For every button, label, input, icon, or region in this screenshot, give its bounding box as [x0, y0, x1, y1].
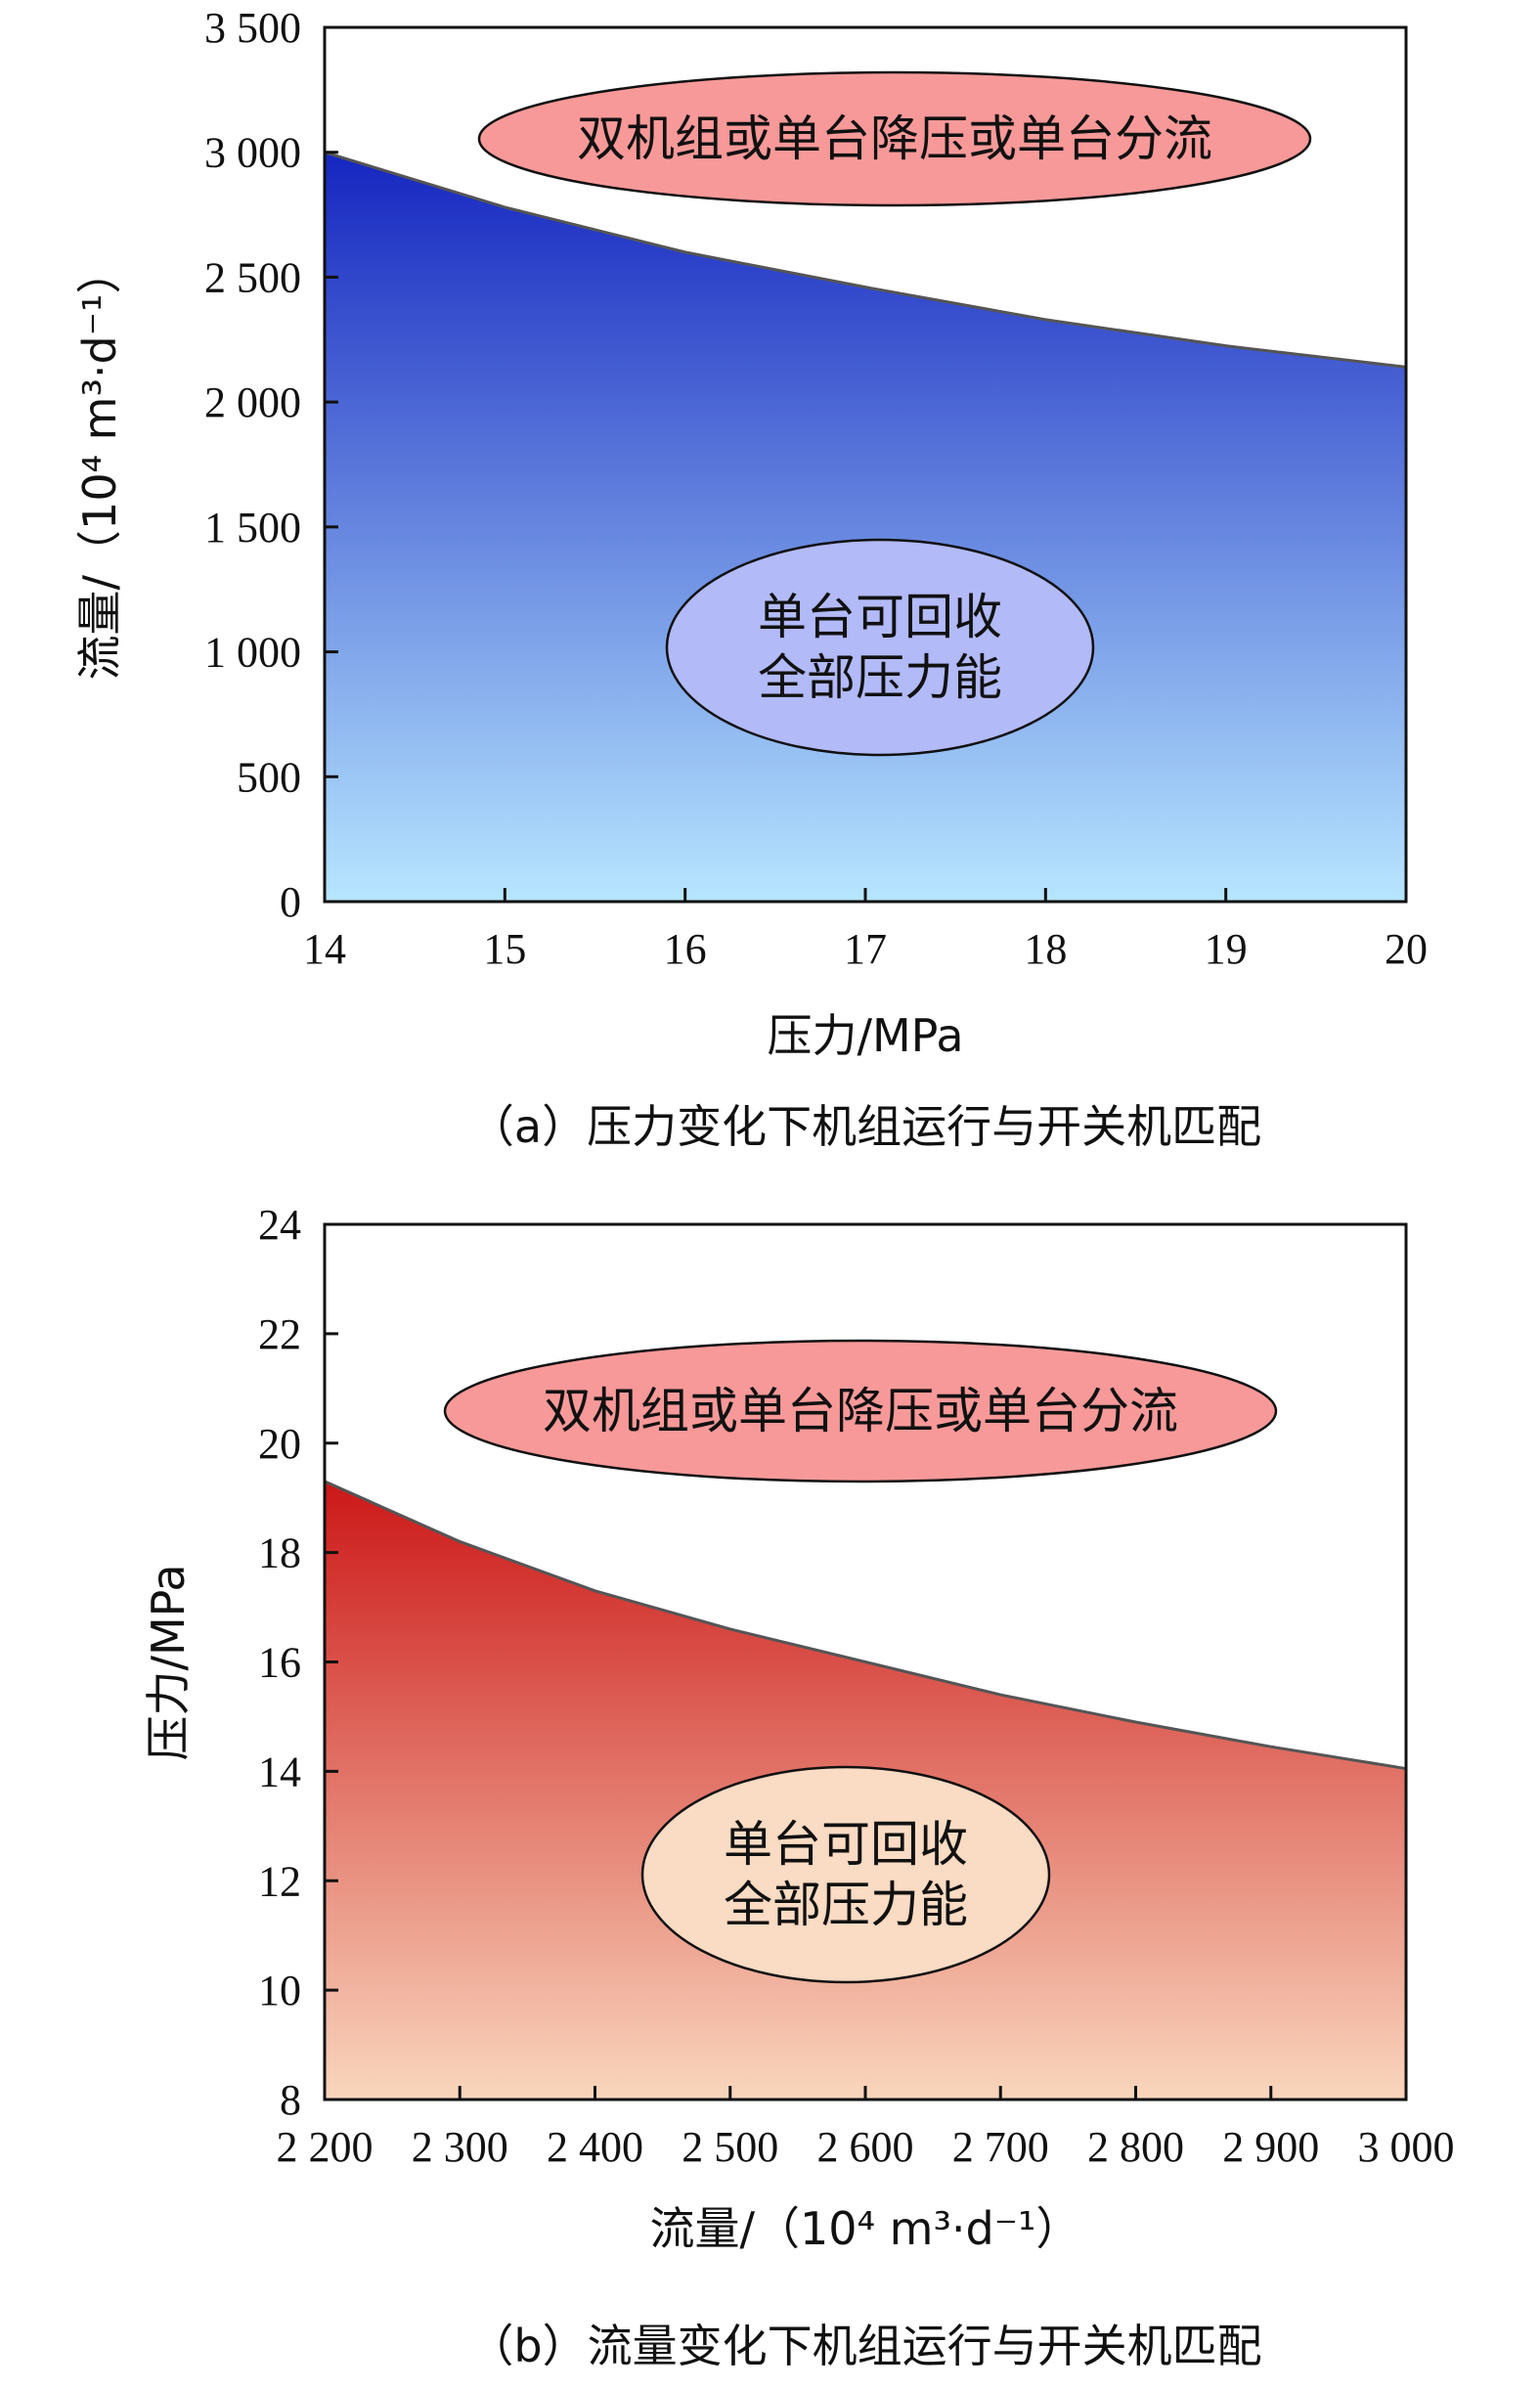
x-tick-label: 17 — [844, 925, 887, 973]
y-tick-label: 22 — [258, 1310, 301, 1358]
annotation-ellipse — [477, 70, 1312, 207]
x-tick-label: 3 000 — [1358, 2123, 1455, 2171]
annotation-bubble: 双机组或单台降压或单台分流 — [443, 1339, 1278, 1483]
annotation-text: 全部压力能 — [724, 1877, 968, 1933]
y-tick-label: 12 — [258, 1857, 301, 1905]
x-tick-label: 18 — [1024, 925, 1067, 973]
x-tick-label: 2 300 — [412, 2123, 508, 2171]
annotation-ellipse — [665, 538, 1095, 757]
x-tick-label: 2 600 — [817, 2123, 914, 2171]
x-tick-label: 15 — [483, 925, 526, 973]
annotation-ellipse — [443, 1339, 1278, 1483]
annotation-text: 单台可回收 — [724, 1816, 968, 1873]
y-tick-label: 10 — [258, 1967, 301, 2014]
y-tick-label: 20 — [258, 1420, 301, 1468]
x-tick-label: 16 — [664, 925, 707, 973]
y-tick-label: 1 000 — [204, 629, 301, 677]
figure-caption: （b）流量变化下机组运行与开关机匹配 — [468, 2320, 1261, 2372]
x-tick-label: 20 — [1385, 925, 1428, 973]
y-tick-label: 500 — [237, 753, 301, 801]
boundary-line — [324, 151, 1407, 369]
x-axis-title: 流量/（10⁴ m³·d⁻¹） — [650, 2202, 1081, 2255]
annotation-text: 单台可回收 — [758, 589, 1002, 645]
chart-b: 2 200 2 300 2 400 2 500 2 600 2 700 2 800 2 900… — [142, 1201, 1455, 2372]
x-tick-label: 2 400 — [547, 2123, 643, 2171]
y-tick-label: 8 — [280, 2076, 301, 2124]
annotation-text: 双机组或单台降压或单台分流 — [543, 1383, 1178, 1439]
x-tick-label: 2 700 — [952, 2123, 1049, 2171]
x-tick-label: 19 — [1205, 925, 1248, 973]
chart-a: 14 15 16 17 18 19 20 0 500 1 000 1 500 2 000 2 500 3 … — [73, 4, 1428, 1153]
annotation-text: 全部压力能 — [758, 649, 1002, 706]
y-tick-label: 14 — [258, 1748, 301, 1795]
x-tick-label: 2 200 — [277, 2123, 374, 2171]
y-tick-label: 2 000 — [204, 378, 301, 426]
y-tick-label: 1 500 — [204, 504, 301, 552]
figure-caption: （a）压力变化下机组运行与开关机匹配 — [469, 1100, 1261, 1153]
y-axis-title: 压力/MPa — [142, 1564, 195, 1760]
y-tick-label: 0 — [280, 878, 301, 926]
annotation-ellipse — [640, 1765, 1051, 1984]
y-tick-label: 18 — [258, 1529, 301, 1577]
area-fill — [325, 152, 1406, 902]
y-axis-title: 流量/（10⁴ m³·d⁻¹） — [73, 249, 126, 681]
annotation-text: 双机组或单台降压或单台分流 — [577, 111, 1212, 167]
x-tick-label: 14 — [303, 925, 346, 973]
x-axis-title: 压力/MPa — [767, 1009, 963, 1062]
y-tick-label: 16 — [258, 1639, 301, 1687]
annotation-bubble: 双机组或单台降压或单台分流 — [477, 70, 1312, 207]
y-tick-label: 3 000 — [204, 129, 301, 177]
x-tick-label: 2 900 — [1222, 2123, 1319, 2171]
x-tick-label: 2 800 — [1087, 2123, 1184, 2171]
x-tick-label: 2 500 — [682, 2123, 778, 2171]
boundary-line — [324, 1480, 1407, 1771]
y-tick-label: 3 500 — [204, 4, 301, 52]
y-tick-label: 2 500 — [204, 253, 301, 301]
y-tick-label: 24 — [258, 1201, 301, 1249]
